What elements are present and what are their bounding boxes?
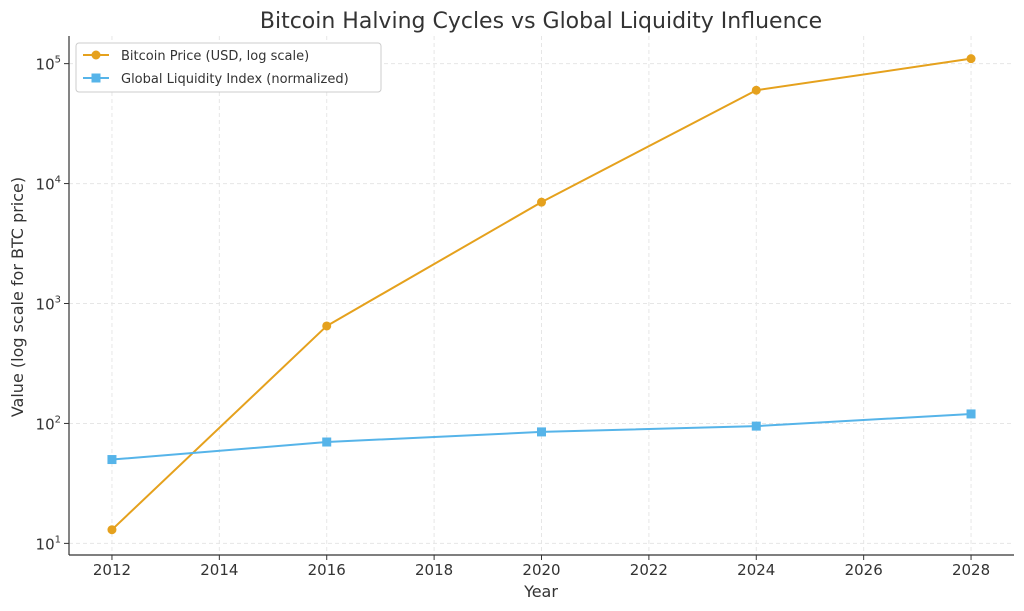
x-tick-label: 2018 [415,561,453,579]
y-tick-label: 103 [36,295,61,314]
data-point [322,437,332,447]
x-tick-label: 2026 [845,561,883,579]
data-point [107,525,117,535]
x-tick-label: 2012 [93,561,131,579]
series-bitcoin-price [107,54,976,535]
series-group [107,54,976,535]
data-point [107,455,117,465]
legend-label: Bitcoin Price (USD, log scale) [121,49,309,64]
legend-item: Global Liquidity Index (normalized) [83,72,349,87]
grid [69,36,1014,555]
y-ticks: 101 102 103 104 105 [36,55,69,553]
legend-box [75,42,382,93]
x-tick-label: 2028 [952,561,990,579]
data-point [322,321,332,331]
x-tick-label: 2022 [630,561,668,579]
y-axis-label: Value (log scale for BTC price) [8,177,27,417]
x-tick-label: 2014 [200,561,238,579]
legend-label: Global Liquidity Index (normalized) [121,72,349,87]
data-point [751,421,761,431]
x-tick-label: 2024 [737,561,775,579]
legend-marker [91,50,101,60]
x-ticks: 2012 2014 2016 2018 2020 2022 2024 2026 2028 [93,555,990,579]
data-point [537,197,546,207]
data-point [966,409,976,419]
data-point [537,427,546,437]
y-tick-label: 105 [36,55,61,74]
x-tick-label: 2020 [522,561,560,579]
y-tick-label: 104 [36,175,61,194]
data-point [966,54,976,64]
y-tick-label: 102 [36,414,61,433]
legend-item: Bitcoin Price (USD, log scale) [83,49,309,64]
x-axis-label: Year [523,582,558,601]
x-tick-label: 2016 [308,561,346,579]
series-global-liquidity [107,409,976,465]
y-tick-label: 101 [36,534,61,553]
legend: Bitcoin Price (USD, log scale) Global Liq… [75,42,382,93]
chart-title: Bitcoin Halving Cycles vs Global Liquidi… [260,9,822,34]
data-point [751,85,761,95]
legend-marker [91,73,101,83]
